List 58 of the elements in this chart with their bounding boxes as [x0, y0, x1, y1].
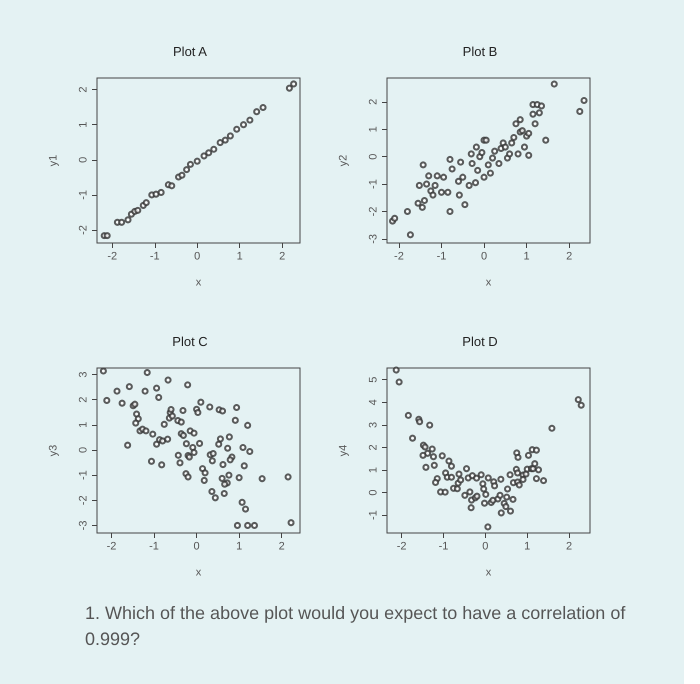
- y-tick-label: 1: [78, 422, 90, 428]
- y-tick-label: 2: [368, 444, 380, 451]
- y-tick-label: -1: [78, 470, 90, 480]
- y-tick-label: -2: [78, 495, 90, 506]
- y-tick-label: -2: [368, 206, 380, 216]
- x-tick-label: -1: [438, 540, 448, 552]
- chart-title: Plot C: [172, 334, 208, 349]
- y-axis-title: y1: [48, 154, 60, 166]
- y-tick-label: -1: [368, 179, 380, 189]
- text: 1. Which of the above plot would you expect to have a correlation of 0.999?: [85, 602, 626, 651]
- x-tick-label: 1: [236, 250, 243, 262]
- x-tick-label: -2: [106, 540, 116, 552]
- x-axis-title: x: [486, 566, 492, 578]
- y-tick-label: 4: [368, 399, 380, 406]
- y-tick-label: 2: [78, 396, 90, 403]
- x-tick-label: 0: [480, 250, 488, 262]
- y-tick-label: 1: [368, 126, 380, 132]
- x-tick-label: 1: [236, 540, 242, 552]
- x-tick-label: -1: [150, 250, 160, 262]
- x-tick-label: 0: [194, 540, 200, 552]
- x-tick-label: 2: [278, 540, 285, 552]
- x-tick-label: -1: [436, 250, 446, 262]
- y-tick-label: 2: [368, 98, 380, 105]
- y-tick-label: 1: [78, 122, 90, 128]
- x-tick-label: 1: [524, 540, 530, 552]
- chart-title: Plot D: [462, 334, 498, 349]
- x-axis-title: x: [196, 566, 202, 578]
- y-tick-label: -3: [78, 520, 90, 530]
- x-axis-title: x: [486, 276, 492, 288]
- y-tick-label: -1: [368, 510, 380, 520]
- x-tick-label: -2: [396, 540, 407, 552]
- y-tick-label: 3: [78, 371, 90, 378]
- y-tick-label: -3: [368, 234, 380, 244]
- y-tick-label: 2: [78, 86, 90, 93]
- y-tick-label: -1: [78, 190, 90, 200]
- x-tick-label: -1: [149, 540, 159, 552]
- y-tick-label: 0: [78, 446, 90, 454]
- y-tick-label: 3: [368, 422, 380, 428]
- y-tick-label: -2: [78, 225, 90, 235]
- y-tick-label: 0: [368, 490, 380, 496]
- y-tick-label: 5: [368, 376, 380, 383]
- x-tick-label: -2: [394, 250, 404, 262]
- y-axis-title: y2: [338, 154, 350, 166]
- chart-title: Plot A: [173, 44, 208, 59]
- x-tick-label: 1: [524, 250, 530, 262]
- x-axis-title: x: [196, 276, 202, 288]
- y-tick-label: 0: [368, 154, 380, 160]
- x-tick-label: 2: [566, 540, 572, 552]
- x-tick-label: 2: [279, 250, 286, 262]
- y-axis-title: y3: [48, 444, 60, 456]
- y-tick-label: 0: [78, 156, 90, 163]
- y-axis-title: y4: [338, 444, 350, 456]
- x-tick-label: 2: [566, 250, 572, 262]
- y-tick-label: 1: [368, 466, 380, 474]
- x-tick-label: 0: [482, 540, 488, 552]
- x-tick-label: 0: [194, 250, 200, 262]
- x-tick-label: -2: [107, 250, 118, 262]
- chart-title: Plot B: [462, 44, 498, 59]
